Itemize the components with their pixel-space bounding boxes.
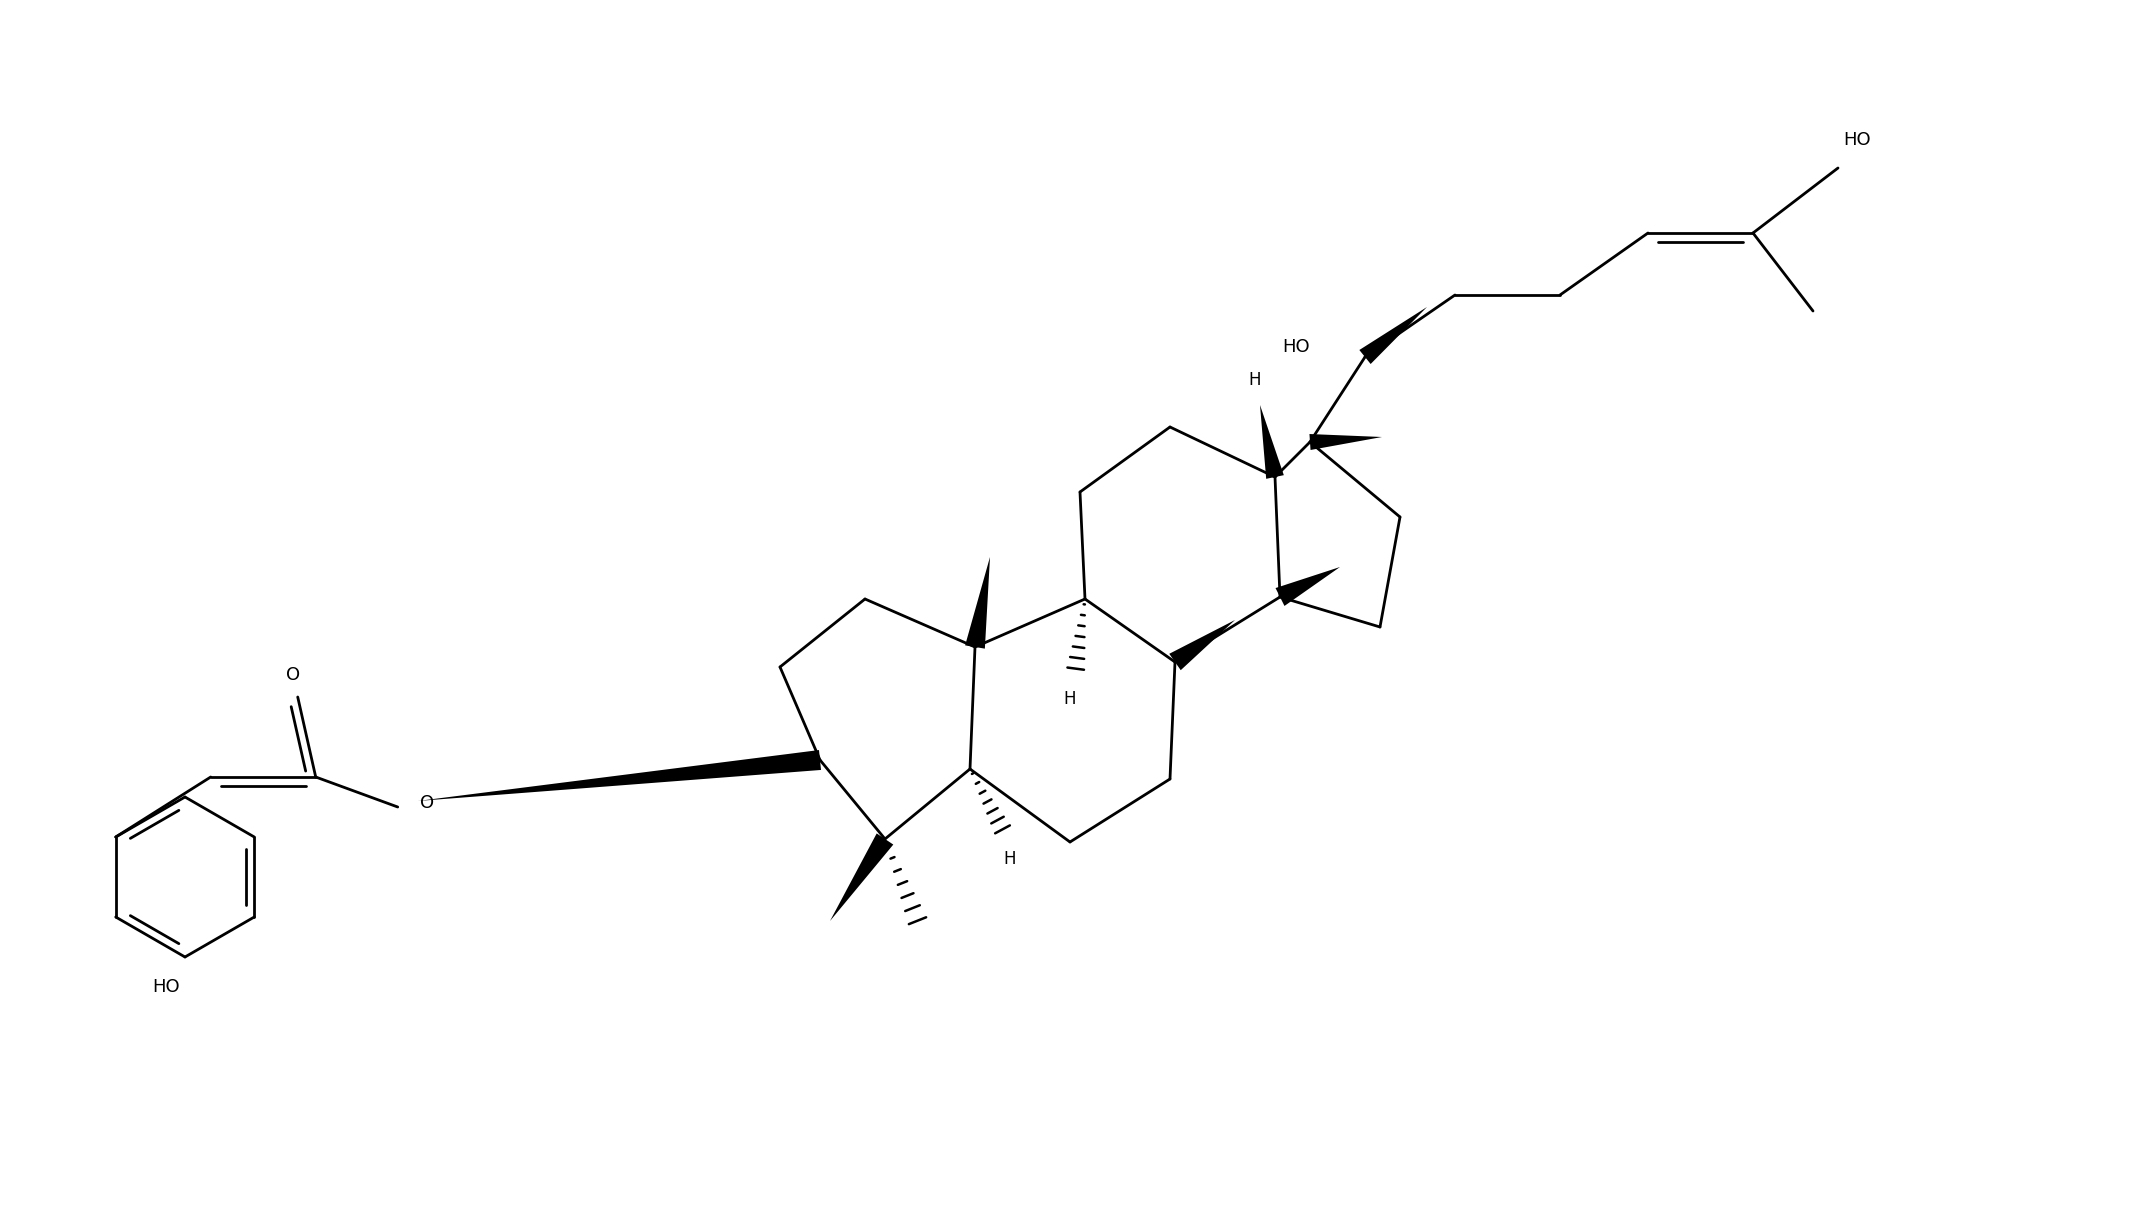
Polygon shape xyxy=(1169,620,1235,670)
Polygon shape xyxy=(966,556,990,648)
Polygon shape xyxy=(1309,435,1382,450)
Text: HO: HO xyxy=(153,978,179,996)
Text: O: O xyxy=(420,794,433,812)
Text: HO: HO xyxy=(1283,338,1311,356)
Polygon shape xyxy=(1358,307,1427,365)
Text: HO: HO xyxy=(1843,132,1871,148)
Text: O: O xyxy=(285,666,300,684)
Polygon shape xyxy=(1276,567,1341,606)
Polygon shape xyxy=(830,833,893,921)
Polygon shape xyxy=(418,750,821,801)
Text: H: H xyxy=(1063,690,1076,709)
Text: H: H xyxy=(1248,371,1261,389)
Polygon shape xyxy=(1259,406,1283,479)
Text: H: H xyxy=(1005,850,1015,868)
